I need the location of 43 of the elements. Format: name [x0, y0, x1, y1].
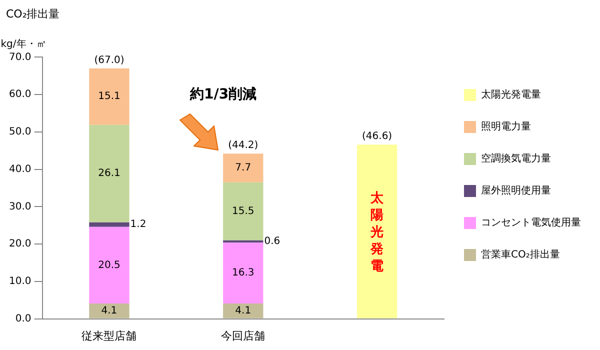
- data-label: 1.2: [130, 219, 146, 230]
- data-label: 0.6: [264, 236, 280, 248]
- x-tick-label: 今回店舗: [221, 329, 266, 342]
- legend-label: 太陽光発電量: [481, 88, 541, 101]
- legend-label: 営業車CO₂排出量: [481, 248, 560, 261]
- data-label: 4.1: [101, 305, 118, 316]
- legend-label: 照明電力量: [481, 120, 531, 133]
- data-label: 15.1: [98, 91, 120, 102]
- bar: [356, 144, 398, 318]
- y-tick-label: 50.0: [9, 126, 32, 138]
- bar: [223, 242, 264, 304]
- data-label: 4.1: [235, 305, 252, 316]
- bar: [89, 124, 130, 222]
- annotation: 太陽光発電: [370, 191, 385, 274]
- legend-label: 屋外照明使用量: [481, 186, 551, 197]
- annotation: 約1/3削減: [189, 86, 257, 103]
- bar: [89, 226, 130, 304]
- y-tick-label: 60.0: [9, 89, 32, 100]
- total-label: (44.2): [228, 140, 258, 152]
- y-tick-label: 0.0: [15, 313, 32, 324]
- total-label: (67.0): [94, 55, 124, 66]
- y-tick-label: 20.0: [9, 238, 32, 250]
- y-tick-label: 30.0: [9, 201, 32, 212]
- legend-label: コンセント電気使用量: [481, 218, 581, 229]
- bar: [89, 222, 130, 227]
- bar: [223, 154, 264, 182]
- data-label: 7.7: [235, 162, 252, 174]
- data-label: 16.3: [232, 268, 254, 279]
- chart-title: CO₂排出量: [6, 7, 60, 20]
- bar: [89, 303, 130, 318]
- bar: [223, 182, 264, 240]
- legend-label: 空調換気電力量: [481, 152, 551, 165]
- data-label: 26.1: [98, 168, 120, 180]
- bar: [223, 303, 264, 318]
- bar: [89, 68, 130, 125]
- y-tick-label: 70.0: [9, 52, 32, 63]
- x-tick-label: 従来型店舗: [82, 329, 137, 342]
- y-axis-title: kg/年・㎡: [0, 38, 46, 50]
- y-tick-label: 40.0: [9, 164, 32, 175]
- total-label: (46.6): [362, 131, 392, 142]
- data-label: 20.5: [98, 260, 120, 271]
- y-tick-label: 10.0: [9, 276, 32, 288]
- data-label: 15.5: [232, 206, 254, 217]
